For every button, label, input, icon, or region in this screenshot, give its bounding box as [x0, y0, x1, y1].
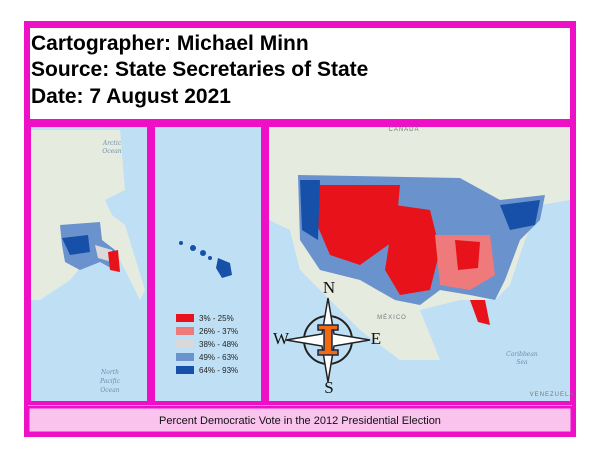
sea-label: Caribbean [506, 351, 538, 358]
country-label: MÉXICO [377, 314, 407, 321]
caption: Percent Democratic Vote in the 2012 Pres… [159, 415, 441, 427]
legend: 3% - 25% 26% - 37% 38% - 48% 49% - 63% 64% -… [176, 314, 238, 375]
legend-swatch [176, 340, 194, 348]
compass-letter: N [323, 278, 335, 297]
compass: N E S W [273, 278, 381, 397]
ocean-label: Ocean [100, 387, 119, 394]
alaska-panel: Arctic Ocean North Pacific Ocean [27, 123, 151, 405]
compass-letter: S [324, 378, 333, 397]
header-line: Cartographer: Michael Minn [31, 32, 309, 55]
legend-swatch [176, 327, 194, 335]
compass-letter: W [273, 329, 290, 348]
conus-panel: CANADA MÉXICO Caribbean Sea VENEZUELA [265, 123, 575, 405]
legend-label: 26% - 37% [199, 327, 238, 336]
ocean-label: Pacific [99, 378, 121, 385]
ocean-label: North [100, 369, 119, 376]
compass-letter: E [371, 329, 381, 348]
header-box [26, 24, 574, 123]
legend-label: 38% - 48% [199, 340, 238, 349]
ocean-label: Arctic [102, 140, 122, 147]
legend-swatch [176, 353, 194, 361]
legend-label: 3% - 25% [199, 314, 234, 323]
legend-swatch [176, 314, 194, 322]
sea-label: Sea [516, 359, 528, 366]
header-line: Date: 7 August 2021 [31, 85, 231, 108]
footer-box [26, 405, 574, 435]
legend-swatch [176, 366, 194, 374]
country-label: VENEZUELA [530, 392, 575, 398]
hawaii-panel [151, 123, 265, 405]
header-line: Source: State Secretaries of State [31, 58, 368, 81]
country-label: CANADA [388, 127, 419, 133]
legend-label: 49% - 63% [199, 353, 238, 362]
ocean-label: Ocean [102, 148, 121, 155]
legend-label: 64% - 93% [199, 366, 238, 375]
